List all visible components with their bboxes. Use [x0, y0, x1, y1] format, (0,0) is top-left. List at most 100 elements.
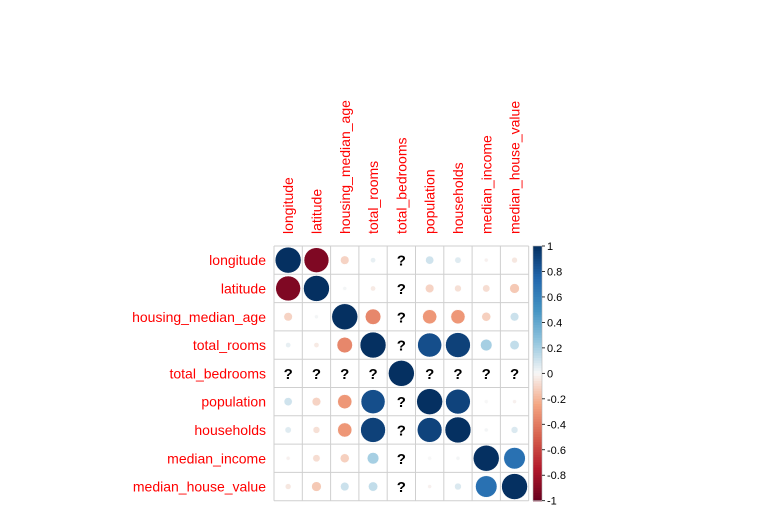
colorbar-segment: [533, 340, 542, 344]
colorbar-segment: [533, 261, 542, 265]
correlation-circle: [284, 426, 292, 434]
colorbar-segment: [533, 299, 542, 303]
colorbar-segment: [533, 406, 542, 410]
correlation-circle: [312, 426, 321, 434]
row-label: latitude: [221, 280, 266, 296]
colorbar-segment: [533, 253, 542, 257]
colorbar-segment: [533, 375, 542, 380]
colorbar-segment: [533, 482, 542, 487]
row-label: total_bedrooms: [169, 365, 266, 381]
colorbar-segment: [533, 352, 542, 357]
correlation-circle: [340, 453, 350, 463]
correlation-circle: [484, 257, 489, 263]
correlation-circle: [360, 417, 386, 443]
correlation-circle: [445, 332, 471, 358]
correlation-circle: [285, 456, 291, 461]
colorbar-legend: 1 0.8 0.6 0.4 0.2 0 -0.2 -0.4 -0.6 -0.8 -1: [532, 241, 566, 508]
colorbar-segment: [533, 327, 542, 331]
colorbar-segment: [533, 258, 542, 262]
colorbar-segment: [533, 383, 542, 387]
colorbar-segment: [533, 429, 542, 433]
missing-value-marker: ?: [453, 366, 462, 383]
correlation-circle: [484, 427, 489, 433]
colorbar-segment: [533, 248, 542, 252]
colorbar-segment: [533, 465, 542, 469]
correlation-circle: [285, 483, 292, 490]
correlation-circle: [311, 397, 322, 407]
colorbar-segment: [533, 424, 542, 428]
correlation-circle: [425, 255, 434, 265]
correlation-circle: [283, 312, 293, 322]
colorbar-tick-label: 0.2: [547, 343, 562, 355]
column-label: households: [450, 162, 466, 234]
colorbar-segment: [533, 386, 542, 390]
correlation-circle: [311, 481, 322, 492]
colorbar-tick-label: -0.4: [547, 419, 566, 431]
correlation-circle: [388, 360, 415, 387]
row-label: households: [194, 422, 266, 438]
colorbar-segment: [533, 401, 542, 405]
colorbar-segment: [533, 360, 542, 364]
colorbar-tick-label: -0.6: [547, 445, 566, 457]
colorbar-tick-label: 0.4: [547, 317, 562, 329]
colorbar-segment: [533, 289, 542, 293]
colorbar-segment: [533, 322, 542, 326]
colorbar-segment: [533, 345, 542, 349]
colorbar-segment: [533, 286, 542, 290]
missing-value-marker: ?: [397, 309, 406, 326]
colorbar-segment: [533, 271, 542, 275]
colorbar-segment: [533, 472, 542, 476]
column-label: latitude: [308, 189, 324, 234]
colorbar-segment: [533, 459, 542, 464]
colorbar-segment: [533, 498, 542, 502]
correlation-circle: [313, 342, 320, 348]
correlation-circle: [360, 389, 386, 414]
colorbar-segment: [533, 454, 542, 459]
colorbar-segment: [533, 370, 542, 374]
colorbar-segment: [533, 256, 542, 260]
colorbar-segment: [533, 444, 542, 448]
colorbar-segment: [533, 347, 542, 352]
correlation-circle: [337, 422, 353, 438]
column-label: longitude: [280, 177, 296, 234]
colorbar-segment: [533, 490, 542, 494]
colorbar-tick-label: 0: [547, 368, 553, 380]
correlation-circle: [416, 388, 443, 415]
colorbar-segment: [533, 294, 542, 298]
correlation-circle: [482, 284, 491, 293]
correlation-circle: [455, 456, 461, 461]
correlation-circle: [425, 283, 435, 294]
colorbar-segment: [533, 307, 542, 311]
colorbar-segment: [533, 477, 542, 481]
colorbar-segment: [533, 426, 542, 430]
correlation-circle: [417, 332, 442, 358]
correlation-circle: [365, 308, 382, 325]
colorbar-segment: [533, 317, 542, 321]
correlation-circle: [274, 246, 302, 274]
correlation-circle: [303, 275, 330, 302]
correlation-circle: [473, 445, 500, 472]
correlation-circle: [314, 314, 319, 319]
colorbar-segment: [533, 358, 542, 362]
row-label: median_income: [167, 450, 266, 466]
colorbar-segment: [533, 368, 542, 372]
missing-value-marker: ?: [397, 253, 406, 270]
colorbar-segment: [533, 388, 542, 392]
colorbar-segment: [533, 411, 542, 415]
column-label: median_house_value: [507, 101, 523, 234]
colorbar-segment: [533, 246, 542, 250]
correlation-circle: [283, 397, 293, 406]
row-label: longitude: [209, 252, 266, 268]
colorbar-segment: [533, 442, 542, 446]
missing-value-marker: ?: [340, 366, 349, 383]
missing-value-marker: ?: [397, 422, 406, 439]
colorbar-segment: [533, 391, 542, 395]
correlation-circle: [340, 255, 350, 265]
column-label: median_income: [478, 135, 494, 234]
colorbar-segment: [533, 396, 542, 400]
correlation-circle: [480, 339, 493, 352]
colorbar-segment: [533, 266, 542, 270]
correlation-circle: [336, 337, 353, 354]
row-labels: longitude latitude housing_median_agetotal…: [132, 252, 266, 494]
colorbar-segment: [533, 393, 542, 397]
